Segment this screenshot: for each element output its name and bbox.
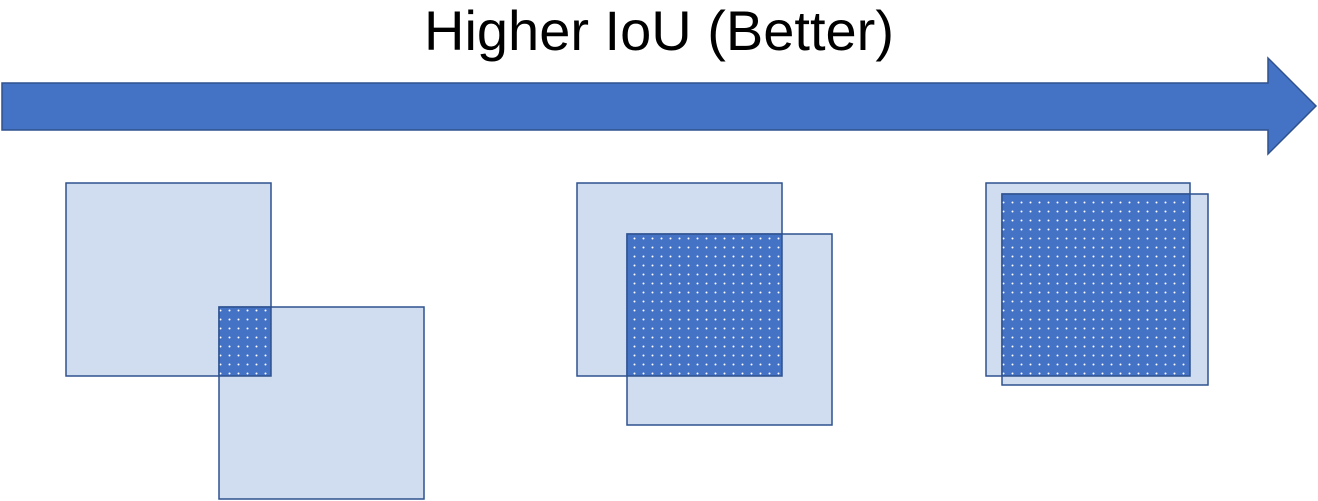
intersection-area	[626, 233, 783, 377]
example-low-overlap	[65, 182, 425, 500]
example-high-overlap	[985, 182, 1209, 386]
diagram-title: Higher IoU (Better)	[424, 0, 894, 62]
right-arrow-icon	[1, 56, 1318, 156]
intersection-area	[1001, 193, 1191, 377]
intersection-area	[218, 306, 272, 377]
example-medium-overlap	[576, 182, 833, 426]
box-b	[218, 306, 425, 500]
